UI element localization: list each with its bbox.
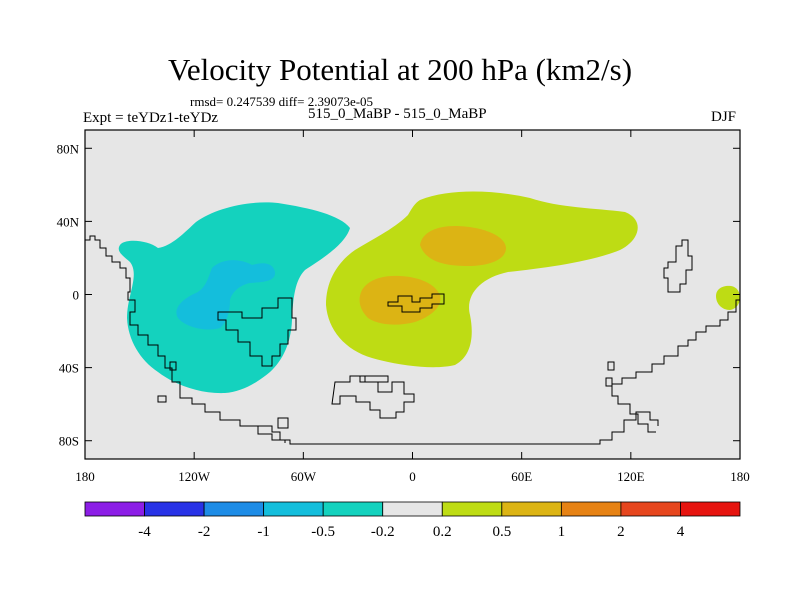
y-tick-label: 80S <box>59 434 79 449</box>
anomaly-fields <box>118 191 740 394</box>
anomaly-western-core <box>176 260 276 330</box>
coastlines <box>85 235 740 445</box>
season-label: DJF <box>711 109 737 125</box>
colorbar-label: 4 <box>677 524 685 540</box>
x-tick-label: 180 <box>75 469 95 484</box>
axes: 180 120W 60W 0 60E 120E 180 80N 40N 0 40S 80S <box>57 130 750 484</box>
colorbar-label: -2 <box>198 524 211 540</box>
colorbar-swatch <box>501 501 562 517</box>
x-tick-label: 0 <box>409 469 416 484</box>
x-tick-label: 120W <box>178 469 211 484</box>
colorbar-label: -1 <box>257 524 270 540</box>
colorbar-swatch <box>84 501 145 517</box>
colorbar-swatch <box>680 501 741 517</box>
colorbar-label: 0.2 <box>433 524 452 540</box>
colorbar-swatch <box>441 501 503 517</box>
rmsd-diff-stats: rmsd= 0.247539 diff= 2.39073e-05 <box>190 94 374 109</box>
y-tick-label: 40N <box>57 214 80 229</box>
colorbar-label: -4 <box>138 524 151 540</box>
colorbar: -4 -2 -1 -0.5 -0.2 0.2 0.5 1 2 4 <box>84 501 741 540</box>
y-tick-label: 0 <box>73 288 80 303</box>
colorbar-label: 1 <box>558 524 566 540</box>
x-tick-label: 180 <box>730 469 750 484</box>
anomaly-dateline-positive <box>716 285 740 310</box>
colorbar-swatch <box>144 501 205 517</box>
colorbar-swatch <box>263 501 324 517</box>
case-label: 515_0_MaBP - 515_0_MaBP <box>308 106 487 122</box>
x-tick-label: 60E <box>511 469 532 484</box>
colorbar-label: 0.5 <box>492 524 511 540</box>
colorbar-label: -0.5 <box>311 524 335 540</box>
experiment-label: Expt = teYDz1-teYDz <box>83 110 219 126</box>
colorbar-swatch <box>203 501 265 517</box>
y-tick-label: 40S <box>59 361 79 376</box>
colorbar-label: 2 <box>617 524 625 540</box>
anomaly-western-negative <box>118 202 350 394</box>
anomaly-eastern-core-north <box>420 226 506 266</box>
colorbar-swatch <box>620 501 681 517</box>
colorbar-swatch <box>382 501 443 517</box>
colorbar-swatch <box>560 501 622 517</box>
x-tick-label: 120E <box>617 469 645 484</box>
chart-title: Velocity Potential at 200 hPa (km2/s) <box>167 52 633 87</box>
colorbar-swatch <box>322 501 384 517</box>
colorbar-label: -0.2 <box>371 524 395 540</box>
x-tick-label: 60W <box>291 469 317 484</box>
y-tick-label: 80N <box>57 141 80 156</box>
